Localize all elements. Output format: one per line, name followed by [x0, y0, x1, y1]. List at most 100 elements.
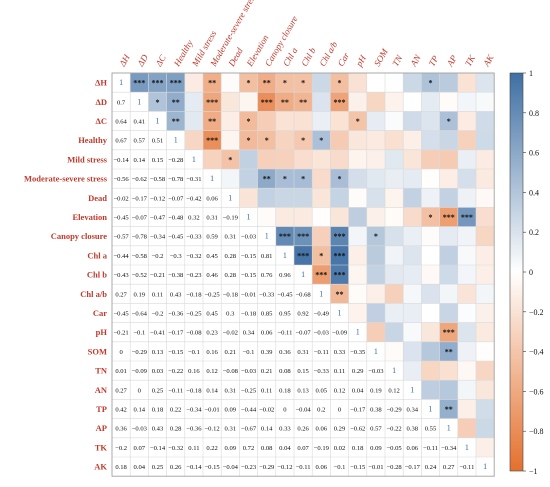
- upper-cell: [403, 341, 422, 361]
- lower-cell: [239, 207, 258, 227]
- significance-mark: *: [429, 79, 433, 88]
- lower-cell: [203, 265, 222, 285]
- upper-cell: [421, 169, 440, 189]
- lower-cell: [312, 380, 331, 400]
- significance-mark: **: [281, 98, 289, 107]
- correlation-value: 0.46: [206, 272, 218, 279]
- lower-cell: [130, 207, 149, 227]
- upper-cell: [294, 149, 313, 169]
- upper-cell: [148, 92, 167, 112]
- lower-cell: [148, 284, 167, 304]
- upper-cell: [439, 380, 458, 400]
- lower-cell: [148, 341, 167, 361]
- lower-cell: [148, 188, 167, 208]
- lower-cell: [203, 457, 222, 477]
- lower-cell: [257, 265, 276, 285]
- row-label: Elevation: [73, 212, 108, 222]
- correlation-value: 0.09: [225, 407, 237, 414]
- lower-cell: [203, 437, 222, 457]
- lower-cell: [239, 380, 258, 400]
- correlation-value: 0.29: [352, 368, 364, 375]
- correlation-value: −0.11: [277, 330, 292, 337]
- correlation-value: −0.02: [113, 195, 128, 202]
- correlation-value: 0.31: [225, 387, 237, 394]
- correlation-value: −0.64: [132, 311, 148, 318]
- upper-cell: [348, 111, 367, 131]
- lower-cell: [221, 226, 240, 246]
- upper-cell: [348, 149, 367, 169]
- correlation-value: −0.03: [314, 330, 330, 337]
- upper-cell: [366, 130, 385, 150]
- upper-cell: [476, 245, 495, 265]
- correlation-value: −0.12: [277, 464, 292, 471]
- upper-cell: [330, 92, 349, 112]
- lower-cell: [203, 341, 222, 361]
- upper-cell: [439, 226, 458, 246]
- lower-cell: [294, 265, 313, 285]
- lower-cell: [330, 399, 349, 419]
- upper-cell: [330, 226, 349, 246]
- upper-cell: [476, 73, 495, 93]
- correlation-value: −0.15: [350, 464, 366, 471]
- correlation-value: −0.01: [368, 464, 383, 471]
- lower-cell: [166, 399, 185, 419]
- upper-cell: [275, 226, 294, 246]
- correlation-value: −0.11: [423, 445, 438, 452]
- row-label: ΔH: [95, 78, 107, 88]
- diagonal-value: 1: [392, 366, 396, 375]
- lower-cell: [257, 303, 276, 323]
- correlation-value: 0.38: [370, 407, 382, 414]
- correlation-value: 0.31: [206, 215, 218, 222]
- significance-mark: *: [247, 136, 251, 145]
- lower-cell: [385, 399, 404, 419]
- lower-cell: [294, 322, 313, 342]
- upper-cell: [275, 169, 294, 189]
- lower-cell: [330, 361, 349, 381]
- upper-cell: [330, 188, 349, 208]
- lower-cell: [184, 226, 203, 246]
- upper-cell: [239, 149, 258, 169]
- row-label: ΔD: [96, 97, 107, 107]
- lower-cell: [184, 341, 203, 361]
- lower-cell: [112, 92, 131, 112]
- upper-cell: [457, 188, 476, 208]
- correlation-value: 0.28: [225, 272, 237, 279]
- upper-cell: [348, 73, 367, 93]
- correlation-value: 0.07: [297, 445, 309, 452]
- correlation-value: 0.27: [115, 291, 127, 298]
- correlation-value: −0.04: [295, 407, 311, 414]
- significance-mark: **: [172, 98, 180, 107]
- correlation-value: −0.56: [113, 176, 129, 183]
- correlation-value: −0.47: [150, 215, 166, 222]
- correlation-value: −0.28: [386, 464, 402, 471]
- upper-cell: [312, 169, 331, 189]
- upper-cell: [403, 303, 422, 323]
- significance-mark: *: [319, 136, 323, 145]
- lower-cell: [166, 303, 185, 323]
- lower-cell: [275, 341, 294, 361]
- upper-cell: [130, 73, 149, 93]
- upper-cell: [476, 361, 495, 381]
- upper-cell: [457, 303, 476, 323]
- correlation-value: 0.02: [334, 445, 346, 452]
- upper-cell: [421, 265, 440, 285]
- upper-cell: [385, 245, 404, 265]
- lower-cell: [166, 341, 185, 361]
- lower-cell: [330, 437, 349, 457]
- upper-cell: [312, 207, 331, 227]
- lower-cell: [184, 361, 203, 381]
- lower-cell: [312, 437, 331, 457]
- upper-cell: [275, 207, 294, 227]
- upper-cell: [385, 169, 404, 189]
- correlation-value: 0.42: [115, 407, 127, 414]
- diagonal-value: 1: [156, 117, 160, 126]
- correlation-value: −0.2: [152, 253, 164, 260]
- correlation-value: 0.27: [115, 387, 127, 394]
- correlation-value: 0.08: [261, 445, 273, 452]
- lower-cell: [312, 322, 331, 342]
- correlation-value: −0.19: [223, 215, 239, 222]
- upper-cell: [385, 92, 404, 112]
- correlation-value: −0.33: [259, 291, 275, 298]
- correlation-value: 0.04: [134, 464, 146, 471]
- upper-cell: [457, 169, 476, 189]
